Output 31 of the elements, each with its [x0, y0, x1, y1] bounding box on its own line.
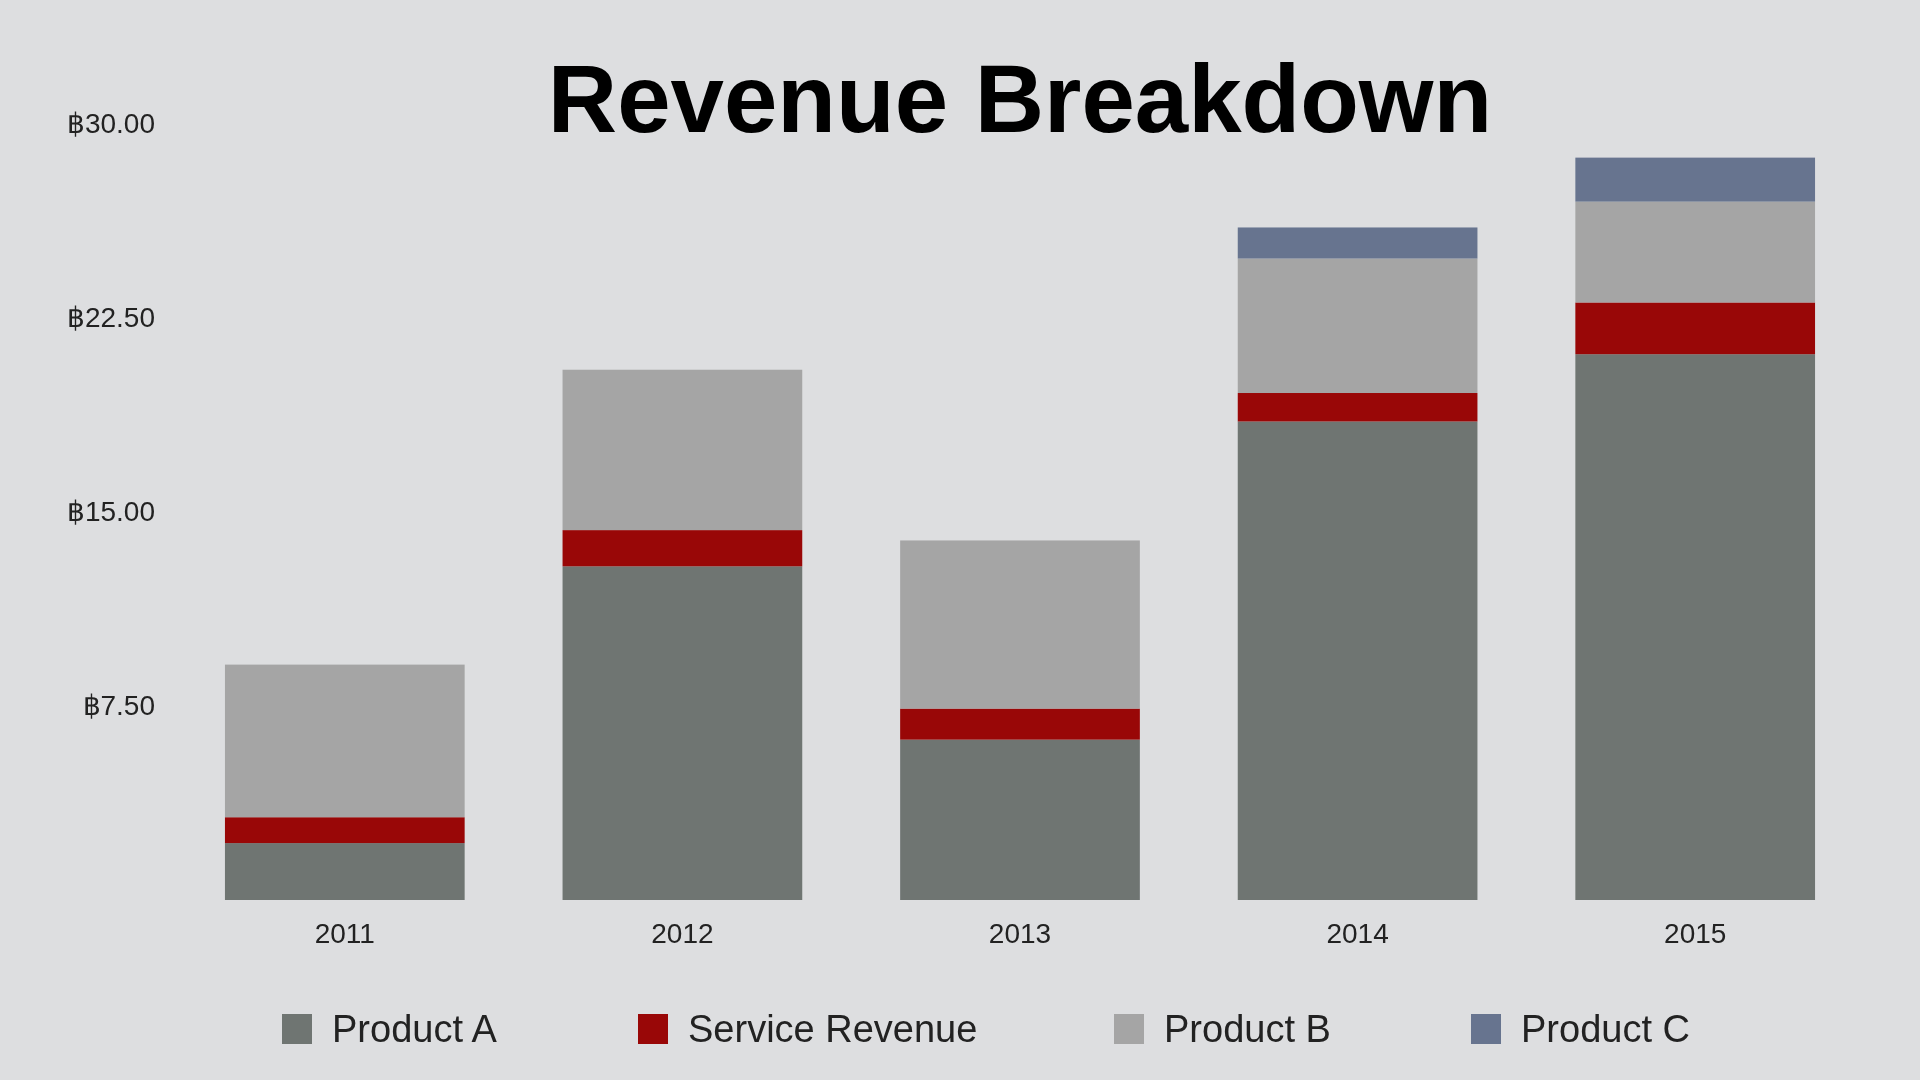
- x-tick-label: 2011: [314, 917, 375, 949]
- bar: [224, 817, 465, 844]
- bar: [1575, 201, 1816, 303]
- bar: [1575, 354, 1816, 900]
- bar: [1237, 421, 1478, 900]
- legend-label: Product B: [1164, 1008, 1331, 1050]
- bar: [900, 739, 1140, 900]
- legend-label: Product C: [1521, 1008, 1690, 1050]
- bar: [900, 708, 1140, 740]
- x-tick-label: 2013: [988, 917, 1052, 949]
- y-tick-label: ฿30.00: [66, 108, 155, 140]
- legend-label: Product A: [332, 1008, 498, 1050]
- bar: [1237, 227, 1478, 259]
- y-tick-label: ฿22.50: [66, 302, 155, 334]
- x-tick-label: 2014: [1326, 917, 1389, 949]
- bar: [1575, 157, 1816, 202]
- legend-label: Service Revenue: [688, 1008, 978, 1050]
- y-tick-label: ฿7.50: [82, 690, 155, 722]
- bar: [562, 566, 803, 900]
- bar: [900, 540, 1140, 709]
- chart-title: Revenue Breakdown: [547, 45, 1493, 152]
- bar: [224, 664, 465, 818]
- bar: [1237, 258, 1478, 394]
- bar: [1575, 302, 1816, 355]
- y-tick-label: ฿15.00: [66, 496, 155, 528]
- x-tick-label: 2012: [651, 917, 714, 949]
- bar: [1237, 393, 1478, 422]
- bar: [562, 369, 803, 531]
- bar: [224, 843, 465, 900]
- bar: [562, 530, 803, 567]
- x-tick-label: 2015: [1664, 917, 1727, 949]
